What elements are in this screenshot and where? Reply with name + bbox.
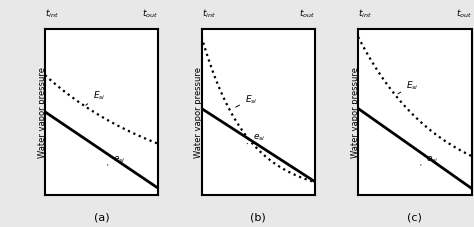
Text: $t_{out}$: $t_{out}$ [456,8,472,20]
Text: $e_{si}$: $e_{si}$ [247,132,265,144]
Text: $E_{si}$: $E_{si}$ [86,90,105,106]
Text: $e_{si}$: $e_{si}$ [420,153,439,165]
Text: (c): (c) [408,212,422,222]
Text: $t_{int}$: $t_{int}$ [201,8,216,20]
Text: $e_{si}$: $e_{si}$ [108,153,126,165]
Text: $t_{out}$: $t_{out}$ [299,8,315,20]
Text: $t_{out}$: $t_{out}$ [142,8,158,20]
Text: $E_{si}$: $E_{si}$ [236,93,257,108]
Y-axis label: Water vapor pressure: Water vapor pressure [194,67,203,158]
Text: $t_{int}$: $t_{int}$ [45,8,59,20]
Text: $t_{int}$: $t_{int}$ [358,8,372,20]
Text: (b): (b) [250,212,266,222]
Y-axis label: Water vapor pressure: Water vapor pressure [38,67,47,158]
Y-axis label: Water vapor pressure: Water vapor pressure [351,67,360,158]
Text: (a): (a) [94,212,109,222]
Text: $E_{si}$: $E_{si}$ [398,80,419,94]
